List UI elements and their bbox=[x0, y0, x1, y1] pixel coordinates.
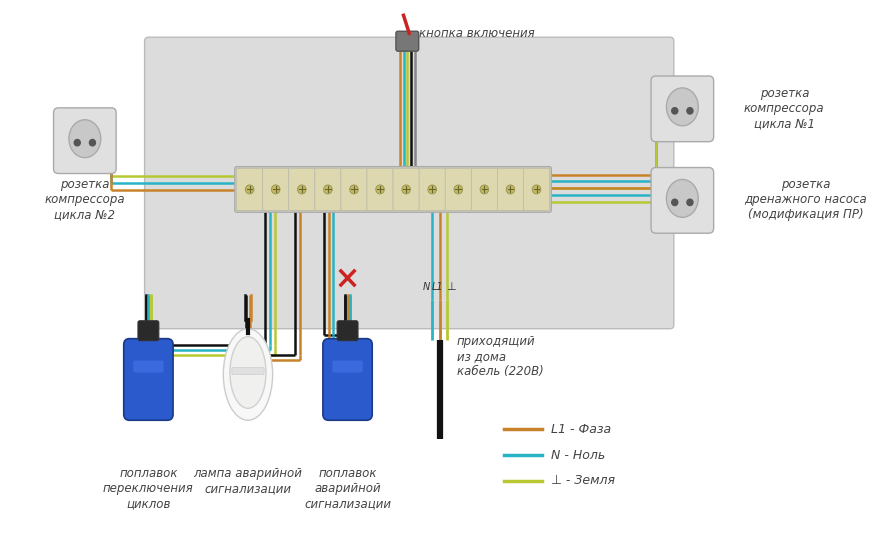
FancyBboxPatch shape bbox=[232, 367, 264, 375]
FancyBboxPatch shape bbox=[393, 169, 419, 210]
Text: розетка
компрессора
цикла №1: розетка компрессора цикла №1 bbox=[744, 87, 825, 130]
FancyBboxPatch shape bbox=[396, 31, 419, 51]
Circle shape bbox=[245, 185, 254, 194]
FancyBboxPatch shape bbox=[332, 360, 362, 372]
Circle shape bbox=[687, 108, 693, 114]
FancyBboxPatch shape bbox=[323, 339, 372, 420]
Text: розетка
компрессора
цикла №2: розетка компрессора цикла №2 bbox=[44, 179, 125, 222]
Circle shape bbox=[298, 185, 306, 194]
Circle shape bbox=[271, 185, 280, 194]
Circle shape bbox=[89, 139, 96, 146]
FancyBboxPatch shape bbox=[367, 169, 393, 210]
Text: поплавок
аварийной
сигнализации: поплавок аварийной сигнализации bbox=[304, 467, 391, 510]
Text: кнопка включения: кнопка включения bbox=[419, 27, 534, 40]
Ellipse shape bbox=[666, 180, 698, 217]
FancyBboxPatch shape bbox=[237, 169, 262, 210]
Ellipse shape bbox=[666, 88, 698, 126]
Circle shape bbox=[454, 185, 462, 194]
FancyBboxPatch shape bbox=[144, 37, 674, 329]
FancyBboxPatch shape bbox=[124, 339, 173, 420]
Circle shape bbox=[672, 199, 678, 205]
Circle shape bbox=[350, 185, 358, 194]
Text: розетка
дренажного насоса
(модификация ПР): розетка дренажного насоса (модификация П… bbox=[744, 179, 867, 222]
FancyBboxPatch shape bbox=[341, 169, 367, 210]
Ellipse shape bbox=[223, 329, 273, 420]
Text: N: N bbox=[423, 282, 430, 292]
Text: N - Ноль: N - Ноль bbox=[551, 449, 606, 461]
Text: ⊥: ⊥ bbox=[446, 282, 455, 292]
FancyBboxPatch shape bbox=[133, 360, 164, 372]
Circle shape bbox=[480, 185, 489, 194]
FancyBboxPatch shape bbox=[497, 169, 524, 210]
FancyBboxPatch shape bbox=[315, 169, 341, 210]
FancyBboxPatch shape bbox=[419, 169, 446, 210]
Circle shape bbox=[687, 199, 693, 205]
Circle shape bbox=[428, 185, 437, 194]
Ellipse shape bbox=[69, 120, 101, 158]
Text: L1 - Фаза: L1 - Фаза bbox=[551, 423, 611, 436]
Ellipse shape bbox=[230, 337, 266, 408]
Circle shape bbox=[672, 108, 678, 114]
FancyBboxPatch shape bbox=[524, 169, 549, 210]
Text: приходящий
из дома
кабель (220В): приходящий из дома кабель (220В) bbox=[456, 335, 543, 378]
FancyBboxPatch shape bbox=[53, 108, 116, 174]
FancyBboxPatch shape bbox=[289, 169, 315, 210]
Circle shape bbox=[532, 185, 540, 194]
Circle shape bbox=[506, 185, 515, 194]
FancyBboxPatch shape bbox=[651, 168, 713, 233]
FancyBboxPatch shape bbox=[338, 321, 358, 341]
FancyBboxPatch shape bbox=[235, 167, 551, 212]
FancyBboxPatch shape bbox=[651, 76, 713, 141]
FancyBboxPatch shape bbox=[138, 321, 159, 341]
Circle shape bbox=[402, 185, 410, 194]
Circle shape bbox=[74, 139, 81, 146]
Text: лампа аварийной
сигнализации: лампа аварийной сигнализации bbox=[193, 467, 302, 495]
Text: ⊥ - Земля: ⊥ - Земля bbox=[551, 474, 616, 488]
FancyBboxPatch shape bbox=[262, 169, 289, 210]
FancyBboxPatch shape bbox=[446, 169, 471, 210]
Text: поплавок
переключения
циклов: поплавок переключения циклов bbox=[103, 467, 194, 510]
FancyBboxPatch shape bbox=[471, 169, 497, 210]
Text: L1: L1 bbox=[431, 282, 444, 292]
Circle shape bbox=[376, 185, 385, 194]
Circle shape bbox=[323, 185, 332, 194]
